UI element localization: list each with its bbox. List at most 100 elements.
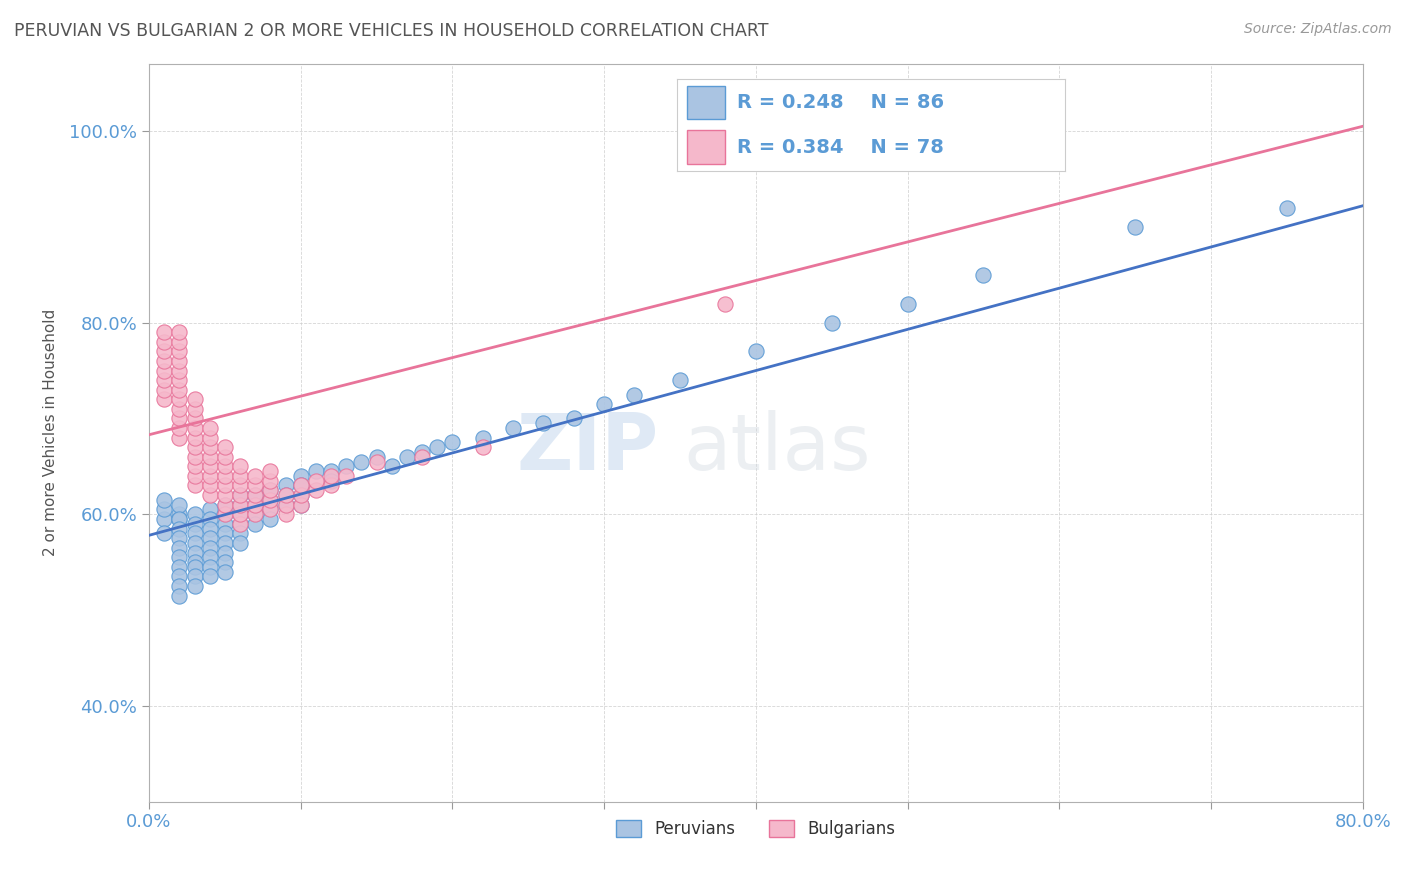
Point bbox=[426, 440, 449, 454]
Point bbox=[198, 469, 221, 483]
Point bbox=[245, 488, 267, 502]
Point bbox=[214, 450, 236, 464]
Point bbox=[153, 512, 176, 526]
Point bbox=[319, 474, 342, 488]
Point bbox=[153, 325, 176, 339]
Point bbox=[350, 454, 373, 468]
Point bbox=[411, 445, 433, 459]
Point bbox=[183, 392, 205, 407]
Point bbox=[169, 431, 191, 445]
Point bbox=[214, 498, 236, 512]
Point bbox=[593, 397, 616, 411]
Point bbox=[198, 512, 221, 526]
Point bbox=[153, 492, 176, 507]
Point bbox=[290, 488, 312, 502]
Point bbox=[169, 507, 191, 521]
Point bbox=[245, 488, 267, 502]
Point bbox=[169, 383, 191, 397]
Point bbox=[198, 560, 221, 574]
Point bbox=[245, 516, 267, 531]
Point bbox=[214, 507, 236, 521]
Point bbox=[169, 421, 191, 435]
Point bbox=[198, 478, 221, 492]
Point bbox=[183, 431, 205, 445]
Point bbox=[562, 411, 585, 425]
Point bbox=[229, 536, 252, 550]
Point bbox=[169, 373, 191, 387]
Point bbox=[290, 498, 312, 512]
Point bbox=[290, 478, 312, 492]
Point bbox=[229, 469, 252, 483]
Point bbox=[229, 507, 252, 521]
Point bbox=[198, 459, 221, 474]
Point bbox=[714, 296, 737, 310]
Point bbox=[533, 416, 555, 430]
Point bbox=[366, 450, 388, 464]
Point bbox=[1275, 201, 1298, 215]
Point bbox=[183, 516, 205, 531]
Point bbox=[411, 450, 433, 464]
Point bbox=[153, 383, 176, 397]
Point bbox=[198, 569, 221, 583]
Point bbox=[198, 502, 221, 516]
Point bbox=[183, 526, 205, 541]
Text: atlas: atlas bbox=[683, 409, 870, 485]
Point bbox=[183, 545, 205, 559]
Point bbox=[169, 531, 191, 545]
Point bbox=[153, 344, 176, 359]
Point bbox=[259, 483, 281, 498]
Point bbox=[214, 498, 236, 512]
Point bbox=[198, 541, 221, 555]
Point bbox=[183, 560, 205, 574]
Point bbox=[169, 550, 191, 565]
Point bbox=[214, 507, 236, 521]
Point bbox=[290, 488, 312, 502]
Point bbox=[245, 507, 267, 521]
Point bbox=[169, 411, 191, 425]
Point bbox=[366, 454, 388, 468]
Point bbox=[183, 411, 205, 425]
Point bbox=[274, 478, 297, 492]
Point bbox=[259, 492, 281, 507]
Point bbox=[319, 478, 342, 492]
Point bbox=[245, 469, 267, 483]
Point bbox=[274, 498, 297, 512]
Point bbox=[183, 440, 205, 454]
Point bbox=[169, 560, 191, 574]
Point bbox=[214, 516, 236, 531]
Point bbox=[169, 392, 191, 407]
Point bbox=[259, 502, 281, 516]
Point bbox=[274, 507, 297, 521]
Point bbox=[259, 483, 281, 498]
Point bbox=[229, 498, 252, 512]
Point bbox=[169, 579, 191, 593]
Point bbox=[471, 431, 494, 445]
Point bbox=[198, 550, 221, 565]
Point bbox=[169, 363, 191, 377]
Point bbox=[183, 469, 205, 483]
Point bbox=[153, 363, 176, 377]
Point bbox=[169, 569, 191, 583]
Point bbox=[229, 478, 252, 492]
Point bbox=[183, 569, 205, 583]
Point bbox=[198, 431, 221, 445]
Point bbox=[245, 498, 267, 512]
Legend: Peruvians, Bulgarians: Peruvians, Bulgarians bbox=[610, 814, 903, 845]
Point bbox=[214, 478, 236, 492]
Point bbox=[183, 536, 205, 550]
Point bbox=[623, 387, 645, 401]
Point bbox=[274, 488, 297, 502]
Point bbox=[169, 325, 191, 339]
Point bbox=[1123, 219, 1146, 234]
Point bbox=[183, 459, 205, 474]
Point bbox=[214, 488, 236, 502]
Point bbox=[183, 450, 205, 464]
Text: ZIP: ZIP bbox=[516, 409, 659, 485]
Point bbox=[245, 498, 267, 512]
Point bbox=[153, 354, 176, 368]
Point bbox=[169, 401, 191, 416]
Point bbox=[335, 459, 357, 474]
Point bbox=[274, 498, 297, 512]
Point bbox=[471, 440, 494, 454]
Point bbox=[229, 488, 252, 502]
